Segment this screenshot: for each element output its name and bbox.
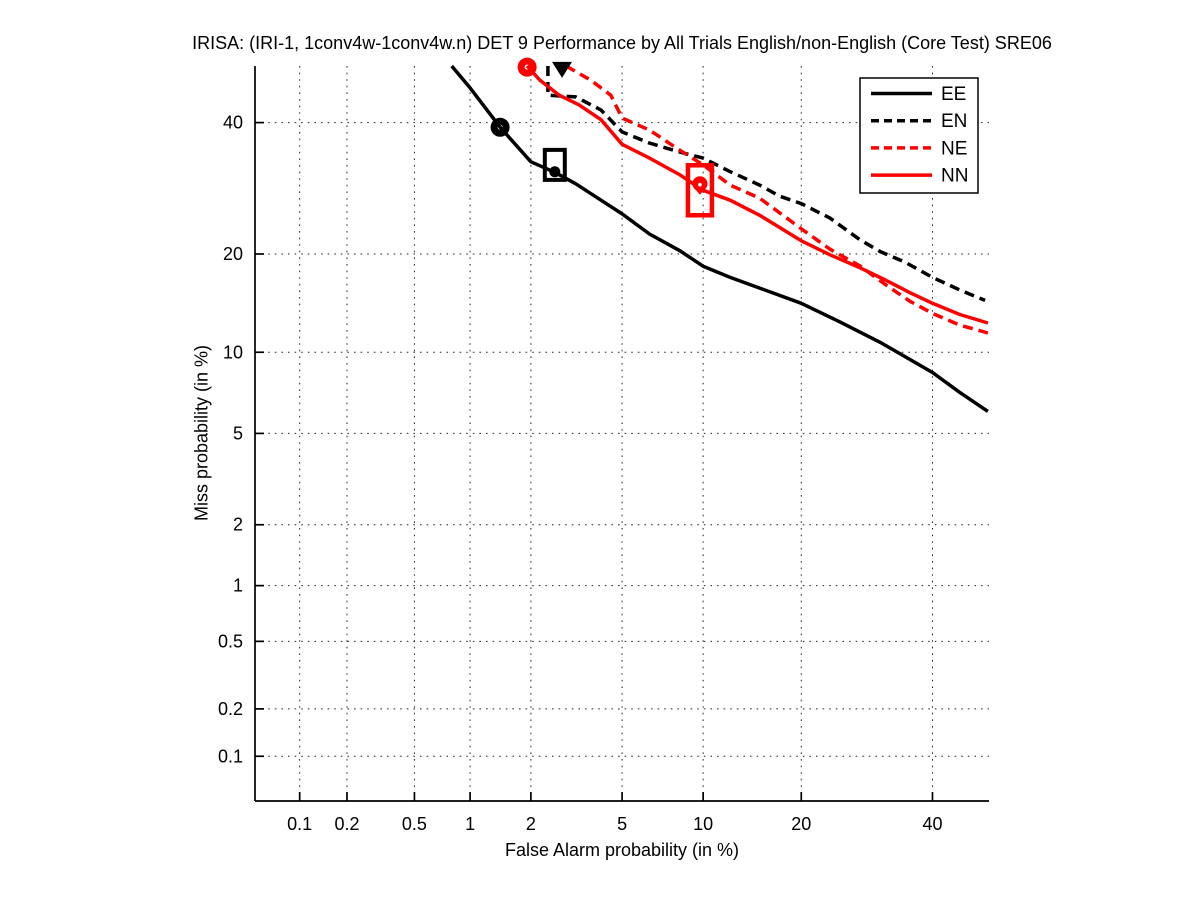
legend-label-EE: EE <box>941 84 966 105</box>
x-tick-label: 20 <box>791 814 811 834</box>
y-tick-label: 0.5 <box>218 631 243 651</box>
y-tick-label: 20 <box>223 244 243 264</box>
legend-label-NE: NE <box>941 138 967 159</box>
y-tick-label: 0.2 <box>218 699 243 719</box>
marker-dot-EE <box>549 166 561 178</box>
y-tick-label: 1 <box>233 576 243 596</box>
marker-ring-NN <box>517 57 537 77</box>
curve-EN <box>546 66 986 303</box>
x-tick-label: 2 <box>526 814 536 834</box>
x-tick-label: 5 <box>617 814 627 834</box>
y-axis-label: Miss probability (in %) <box>191 344 212 522</box>
legend-label-EN: EN <box>941 111 967 132</box>
curve-NE <box>565 64 989 335</box>
x-tick-label: 40 <box>922 814 942 834</box>
legend-label-NN: NN <box>941 166 968 187</box>
curve-EE <box>450 64 989 413</box>
y-tick-label: 0.1 <box>218 746 243 766</box>
x-tick-label: 0.1 <box>287 814 312 834</box>
marker-heart-hole-NN <box>698 182 702 187</box>
marker-rect-EE <box>542 147 567 182</box>
x-tick-label: 0.5 <box>402 814 427 834</box>
curve-NN <box>525 64 989 325</box>
y-tick-label: 10 <box>223 342 243 362</box>
marker-ring-EE <box>490 117 510 137</box>
marker-rect-NN <box>685 163 715 218</box>
x-tick-label: 10 <box>693 814 713 834</box>
y-tick-label: 2 <box>233 515 243 535</box>
x-axis-label: False Alarm probability (in %) <box>504 840 740 860</box>
marker-triangle-EN <box>552 61 573 78</box>
y-tick-label: 5 <box>233 423 243 443</box>
x-tick-label: 1 <box>465 814 475 834</box>
y-tick-label: 40 <box>223 113 243 133</box>
marker-heart-tip-NN <box>692 185 708 195</box>
chart-title: IRISA: (IRI-1, 1conv4w-1conv4w.n) DET 9 … <box>192 33 1052 53</box>
x-tick-label: 0.2 <box>334 814 359 834</box>
